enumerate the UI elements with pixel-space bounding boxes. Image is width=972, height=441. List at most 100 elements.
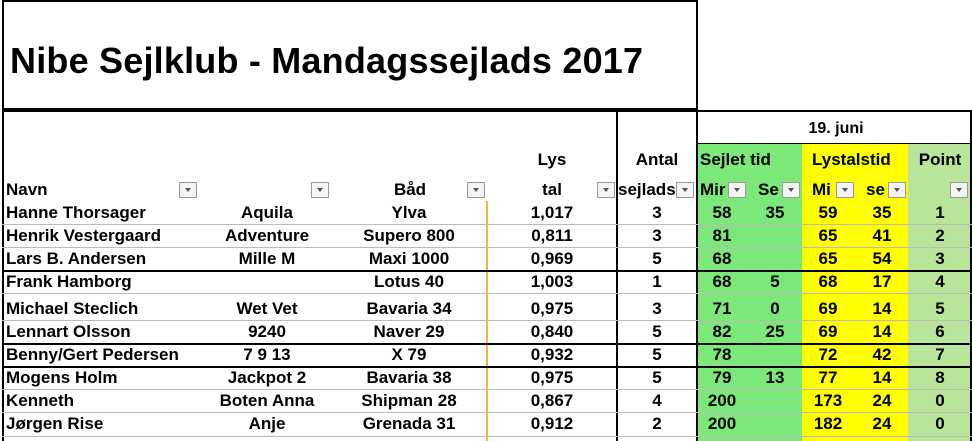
- cell-st-sek[interactable]: [752, 390, 798, 412]
- antal-filter-button[interactable]: [676, 182, 694, 198]
- sejlet-sek-filter-button[interactable]: [782, 182, 800, 198]
- cell-point[interactable]: 7: [935, 345, 945, 364]
- cell-st-sek[interactable]: 13: [765, 368, 785, 387]
- cell-lt-min[interactable]: 69: [818, 299, 838, 318]
- cell-lt-min[interactable]: 182: [813, 414, 843, 433]
- cell-antal[interactable]: 3: [652, 203, 662, 222]
- cell-lt-sek[interactable]: 17: [872, 272, 892, 291]
- cell-lt-sek[interactable]: 54: [872, 249, 892, 268]
- cell-st-min[interactable]: 200: [707, 414, 737, 433]
- bad-navn-filter-button[interactable]: [311, 182, 329, 198]
- cell-bad-navn[interactable]: 9240: [248, 322, 286, 341]
- cell-baad[interactable]: Lotus 40: [374, 272, 444, 291]
- baad-filter-button[interactable]: [467, 182, 485, 198]
- cell-st-sek[interactable]: 0: [770, 299, 780, 318]
- cell-navn[interactable]: Lennart Olsson: [6, 322, 131, 341]
- cell-lystal[interactable]: 0,975: [530, 368, 574, 387]
- cell-st-min[interactable]: 71: [712, 299, 732, 318]
- cell-baad[interactable]: Ylva: [391, 203, 427, 222]
- cell-point[interactable]: 0: [935, 391, 945, 410]
- cell-st-sek[interactable]: [752, 413, 798, 435]
- cell-st-min[interactable]: 58: [712, 203, 732, 222]
- cell-baad[interactable]: Naver 29: [373, 322, 445, 341]
- cell-navn[interactable]: Frank Hamborg: [6, 272, 132, 291]
- lystal-sek-filter-button[interactable]: [888, 182, 906, 198]
- cell-point[interactable]: 8: [935, 368, 945, 387]
- cell-lt-min[interactable]: 72: [818, 345, 838, 364]
- cell-antal[interactable]: 4: [652, 391, 662, 410]
- cell-lystal[interactable]: 0,932: [530, 345, 574, 364]
- cell-lt-sek[interactable]: 14: [872, 299, 892, 318]
- cell-baad[interactable]: Grenada 31: [362, 414, 456, 433]
- cell-lystal[interactable]: 0,975: [530, 299, 574, 318]
- cell-st-sek[interactable]: 25: [765, 322, 785, 341]
- sejlet-min-filter-button[interactable]: [728, 182, 746, 198]
- cell-lt-sek[interactable]: 14: [872, 322, 892, 341]
- cell-st-sek[interactable]: [752, 248, 798, 270]
- cell-navn[interactable]: Hanne Thorsager: [6, 203, 146, 222]
- cell-point[interactable]: 2: [935, 226, 945, 245]
- cell-navn[interactable]: Henrik Vestergaard: [6, 226, 161, 245]
- cell-lystal[interactable]: 0,840: [530, 322, 574, 341]
- cell-navn[interactable]: Mogens Holm: [6, 368, 118, 387]
- cell-bad-navn[interactable]: Aquila: [241, 203, 293, 222]
- cell-navn[interactable]: Jørgen Rise: [6, 414, 104, 433]
- cell-lystal[interactable]: 0,912: [530, 414, 574, 433]
- cell-lt-min[interactable]: 77: [818, 368, 838, 387]
- cell-lt-min[interactable]: 69: [818, 322, 838, 341]
- cell-baad[interactable]: Shipman 28: [361, 391, 457, 410]
- cell-lystal[interactable]: 1,003: [530, 272, 574, 291]
- cell-st-sek[interactable]: [752, 344, 798, 366]
- cell-navn[interactable]: Michael Steclich: [6, 299, 139, 318]
- cell-bad-navn[interactable]: Adventure: [224, 226, 310, 245]
- cell-st-min[interactable]: 68: [712, 249, 732, 268]
- cell-bad-navn[interactable]: 7 9 13: [243, 345, 291, 364]
- cell-antal[interactable]: 3: [652, 226, 662, 245]
- cell-lt-sek[interactable]: 14: [872, 368, 892, 387]
- cell-point[interactable]: 6: [935, 322, 945, 341]
- point-sort-button[interactable]: [950, 182, 968, 198]
- cell-lt-min[interactable]: 68: [818, 272, 838, 291]
- cell-antal[interactable]: 1: [652, 272, 662, 291]
- cell-antal[interactable]: 2: [652, 414, 662, 433]
- cell-antal[interactable]: 5: [652, 345, 662, 364]
- cell-st-min[interactable]: 79: [712, 368, 732, 387]
- cell-point[interactable]: 1: [935, 203, 945, 222]
- cell-st-sek[interactable]: 35: [765, 203, 785, 222]
- lystal-min-filter-button[interactable]: [836, 182, 854, 198]
- cell-navn[interactable]: Benny/Gert Pedersen: [6, 345, 179, 364]
- cell-baad[interactable]: Maxi 1000: [368, 249, 450, 268]
- cell-baad[interactable]: Bavaria 34: [366, 299, 452, 318]
- cell-navn[interactable]: Lars B. Andersen: [6, 249, 147, 268]
- cell-bad-navn[interactable]: Wet Vet: [236, 299, 298, 318]
- cell-st-min[interactable]: 81: [712, 226, 732, 245]
- cell-point[interactable]: 0: [935, 414, 945, 433]
- cell-antal[interactable]: 5: [652, 368, 662, 387]
- cell-lt-sek[interactable]: 24: [872, 391, 892, 410]
- cell-bad-navn[interactable]: Anje: [248, 414, 286, 433]
- cell-baad[interactable]: Bavaria 38: [366, 368, 452, 387]
- cell-lt-sek[interactable]: 24: [872, 414, 892, 433]
- cell-lystal[interactable]: 0,969: [530, 249, 574, 268]
- cell-lystal[interactable]: 0,867: [530, 391, 574, 410]
- cell-st-min[interactable]: 78: [712, 345, 732, 364]
- cell-lystal[interactable]: 0,811: [531, 226, 573, 245]
- cell-bad-navn[interactable]: [208, 271, 326, 293]
- cell-antal[interactable]: 5: [652, 249, 662, 268]
- cell-point[interactable]: 3: [935, 249, 945, 268]
- cell-st-sek[interactable]: [752, 225, 798, 247]
- cell-bad-navn[interactable]: Boten Anna: [219, 391, 315, 410]
- cell-antal[interactable]: 5: [652, 322, 662, 341]
- cell-baad[interactable]: Supero 800: [363, 226, 455, 245]
- cell-lt-min[interactable]: 65: [818, 226, 838, 245]
- cell-lt-sek[interactable]: 41: [872, 226, 892, 245]
- cell-lt-min[interactable]: 173: [813, 391, 843, 410]
- cell-bad-navn[interactable]: Mille M: [238, 249, 296, 268]
- cell-baad[interactable]: X 79: [391, 345, 427, 364]
- cell-lystal[interactable]: 1,017: [530, 203, 574, 222]
- cell-antal[interactable]: 3: [652, 299, 662, 318]
- cell-st-sek[interactable]: 5: [770, 272, 780, 291]
- cell-point[interactable]: 5: [935, 299, 945, 318]
- cell-st-min[interactable]: 68: [712, 272, 732, 291]
- cell-lt-sek[interactable]: 35: [872, 203, 892, 222]
